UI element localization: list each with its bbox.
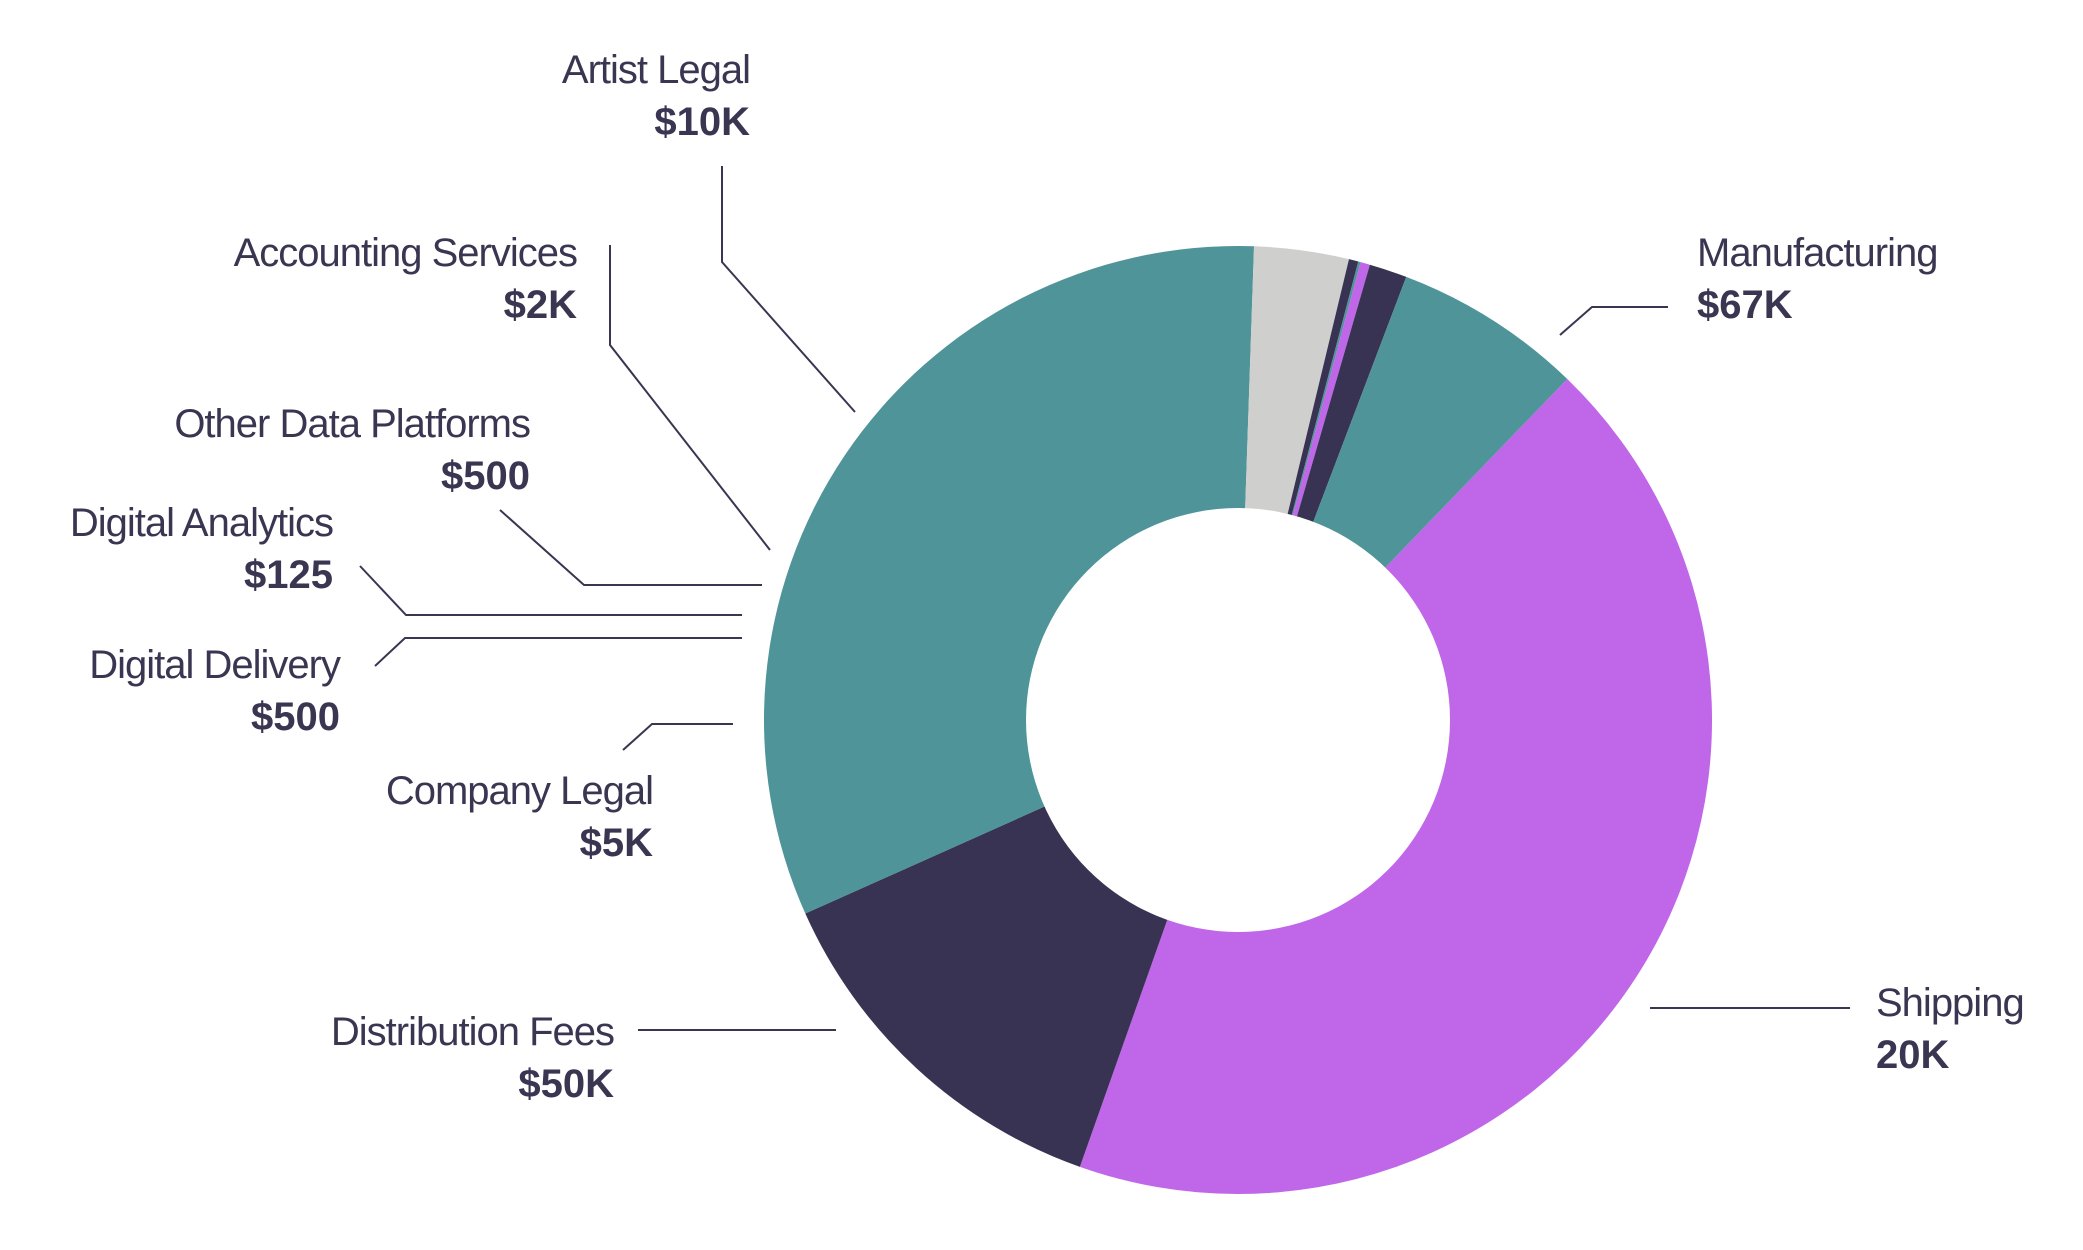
leader-line-digital-delivery	[374, 637, 742, 667]
slice-label-name: Digital Analytics	[70, 501, 333, 545]
slice-label-value: 20K	[1876, 1033, 1949, 1077]
slice-label-name: Other Data Platforms	[174, 402, 530, 446]
slice-label-company-legal: Company Legal $5K	[386, 769, 654, 865]
slice-label-other-data-platforms: Other Data Platforms $500	[174, 402, 531, 498]
slice-label-name: Manufacturing	[1697, 231, 1937, 275]
leader-line-accounting-services	[609, 245, 771, 551]
slice-label-value: $125	[244, 553, 333, 597]
slice-label-distribution-fees: Distribution Fees $50K	[331, 1010, 615, 1106]
slice-label-digital-analytics: Digital Analytics $125	[70, 501, 334, 597]
leader-line-manufacturing	[1559, 306, 1668, 336]
slice-label-artist-legal: Artist Legal $10K	[562, 48, 751, 144]
slice-label-value: $5K	[580, 821, 653, 865]
slice-label-value: $67K	[1697, 283, 1793, 327]
slice-label-manufacturing: Manufacturing $67K	[1697, 231, 1938, 327]
leader-line-other-data-platforms	[499, 509, 762, 586]
slice-label-name: Artist Legal	[562, 48, 750, 92]
slice-label-value: $2K	[504, 283, 577, 327]
leader-line-company-legal	[622, 723, 733, 751]
leader-lines	[359, 166, 1850, 1031]
slice-label-value: $10K	[654, 100, 750, 144]
slice-label-name: Accounting Services	[234, 231, 577, 275]
leader-line-digital-analytics	[359, 565, 742, 616]
slice-label-name: Distribution Fees	[331, 1010, 614, 1054]
slice-label-shipping: Shipping 20K	[1876, 981, 2025, 1077]
slice-label-name: Shipping	[1876, 981, 2024, 1025]
slice-label-digital-delivery: Digital Delivery $500	[89, 643, 342, 739]
slice-label-accounting-services: Accounting Services $2K	[234, 231, 578, 327]
slice-label-value: $500	[251, 695, 340, 739]
slice-label-name: Company Legal	[386, 769, 653, 813]
leader-line-artist-legal	[721, 166, 856, 413]
slice-label-value: $50K	[518, 1062, 614, 1106]
donut-hole	[1026, 508, 1450, 932]
slice-label-name: Digital Delivery	[89, 643, 341, 687]
slice-label-value: $500	[441, 454, 530, 498]
